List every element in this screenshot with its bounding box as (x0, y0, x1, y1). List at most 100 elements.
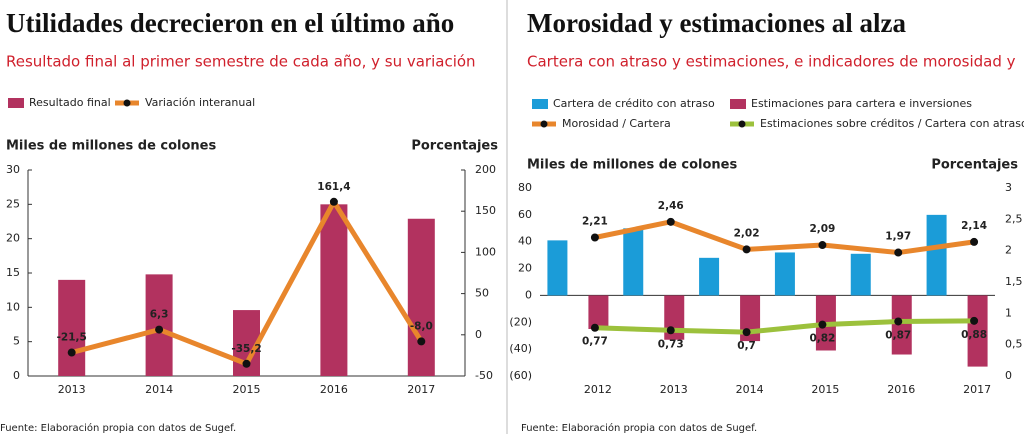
value-label: 6,3 (150, 309, 169, 321)
x-tick-label: 2014 (736, 383, 764, 396)
y2-axis-title: Porcentajes (931, 158, 1018, 173)
tick-label: 25 (6, 197, 20, 210)
bar (407, 218, 435, 376)
point (894, 317, 903, 326)
bar (58, 279, 86, 376)
tick-label: (40) (509, 342, 532, 355)
point (818, 320, 827, 329)
bar (774, 252, 795, 296)
value-label: -21,5 (57, 332, 87, 344)
source: Fuente: Elaboración propia con datos de … (521, 422, 757, 434)
line (594, 318, 975, 335)
point (329, 197, 338, 206)
tick-label: 10 (6, 300, 20, 313)
x-tick-label: 2017 (407, 383, 435, 396)
value-label: 2,09 (809, 223, 835, 235)
bar (664, 295, 685, 340)
tick-label: 80 (518, 181, 532, 194)
chart-subtitle: Resultado final al primer semestre de ca… (6, 53, 476, 71)
y-axis-title: Miles de millones de colones (6, 139, 217, 154)
tick-label: 3 (1005, 181, 1012, 194)
value-label: 2,21 (582, 216, 608, 228)
bar (547, 240, 568, 296)
x-tick-label: 2013 (58, 383, 86, 396)
x-tick-label: 2015 (811, 383, 839, 396)
y-axis-title: Miles de millones de colones (527, 158, 738, 173)
point (666, 217, 675, 226)
point (970, 237, 979, 246)
bar (699, 257, 720, 296)
value-label: 2,02 (734, 227, 760, 239)
tick-label: 30 (6, 163, 20, 176)
x-tick-label: 2016 (320, 383, 348, 396)
bar (926, 214, 947, 296)
value-label: 2,46 (658, 200, 684, 212)
value-label: 2,14 (961, 220, 987, 232)
tick-label: 1 (1005, 306, 1012, 319)
chart-title: Utilidades decrecieron en el último año (6, 8, 454, 38)
x-tick-label: 2016 (887, 383, 915, 396)
tick-label: (20) (509, 315, 532, 328)
bar (320, 204, 348, 376)
line (594, 219, 975, 256)
point (818, 241, 827, 250)
value-label: 161,4 (317, 181, 350, 193)
value-label: -8,0 (410, 320, 433, 332)
tick-label: 0 (13, 369, 20, 382)
tick-label: 2,5 (1005, 212, 1023, 225)
y2-axis-title: Porcentajes (411, 139, 498, 154)
point (742, 245, 751, 254)
bar (145, 274, 173, 376)
tick-label: 50 (475, 287, 489, 300)
value-label: 0,82 (809, 333, 835, 345)
x-tick-label: 2012 (584, 383, 612, 396)
source: Fuente: Elaboración propia con datos de … (0, 422, 236, 434)
tick-label: 200 (475, 163, 496, 176)
x-tick-label: 2013 (660, 383, 688, 396)
point (590, 233, 599, 242)
point (67, 348, 76, 357)
tick-label: 0 (525, 288, 532, 301)
value-label: 1,97 (885, 231, 911, 243)
legend-label: Morosidad / Cartera (562, 117, 671, 130)
tick-label: 20 (6, 232, 20, 245)
legend-label: Variación interanual (145, 96, 255, 109)
point (155, 325, 164, 334)
point (590, 323, 599, 332)
legend-swatch (730, 99, 746, 109)
legend-label: Cartera de crédito con atraso (553, 97, 715, 110)
x-tick-label: 2017 (963, 383, 991, 396)
value-label: 0,7 (737, 340, 756, 352)
x-tick-label: 2015 (233, 383, 261, 396)
bar (623, 228, 644, 296)
tick-label: -50 (475, 369, 493, 382)
tick-label: 20 (518, 262, 532, 275)
bar (588, 295, 609, 329)
tick-label: 1,5 (1005, 275, 1023, 288)
tick-label: 2 (1005, 244, 1012, 257)
bar (850, 253, 871, 296)
bar (891, 295, 912, 355)
tick-label: 15 (6, 266, 20, 279)
value-label: 0,77 (582, 336, 608, 348)
legend-label: Resultado final (29, 96, 111, 109)
tick-label: (60) (509, 369, 532, 382)
x-tick-label: 2014 (145, 383, 173, 396)
point (742, 328, 751, 337)
legend-swatch (540, 120, 548, 128)
legend-swatch (738, 120, 746, 128)
tick-label: 0,5 (1005, 338, 1023, 351)
tick-label: 0 (475, 328, 482, 341)
value-label: 0,88 (961, 329, 987, 341)
legend-label: Estimaciones para cartera e inversiones (751, 97, 972, 110)
tick-label: 100 (475, 245, 496, 258)
bar (967, 295, 988, 367)
point (417, 337, 426, 346)
value-label: 0,73 (658, 338, 684, 350)
chart-subtitle: Cartera con atraso y estimaciones, e ind… (527, 53, 1016, 71)
value-label: 0,87 (885, 329, 911, 341)
point (894, 248, 903, 257)
legend-swatch (532, 99, 548, 109)
point (666, 326, 675, 335)
